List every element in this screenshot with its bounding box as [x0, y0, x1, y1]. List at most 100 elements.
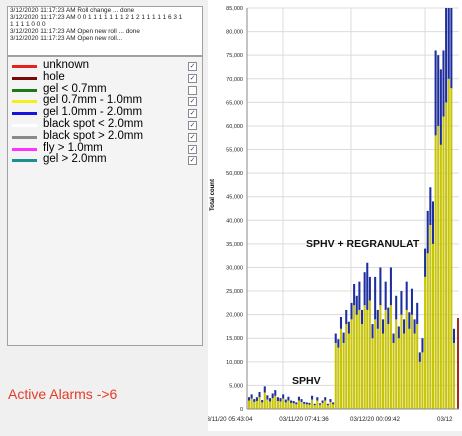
legend-item-checkbox[interactable]: ✓ — [188, 156, 197, 166]
bar-segment-gel-1.0-2.0 — [405, 281, 408, 310]
bar-segment-gel-0.7-1.0 — [261, 402, 264, 409]
bar-segment-gel-0.7-1.0 — [374, 319, 377, 409]
bar-segment-gel-0.7-1.0 — [324, 400, 327, 409]
bar-segment-gel-0.7-1.0 — [337, 347, 340, 409]
bar-segment-gel-0.7-1.0 — [397, 338, 400, 409]
bar-segment-gel-1.0-2.0 — [287, 396, 290, 401]
bar-segment-gel-1.0-2.0 — [403, 319, 406, 334]
log-line: 1 1 1 1 0 0 0 — [10, 20, 46, 28]
legend-item-checkbox[interactable]: ✓ — [188, 121, 197, 130]
bar-segment-gel-0.7-1.0 — [339, 328, 343, 409]
legend-item-checkbox[interactable]: ✓ — [188, 97, 197, 107]
legend-color-swatch — [12, 147, 37, 151]
legend-item: black spot > 2.0mm ✓ — [8, 129, 202, 143]
legend-color-swatch — [12, 88, 37, 92]
bar-segment-gel-1.0-2.0 — [261, 400, 264, 403]
bar-segment-gel-1.0-2.0 — [284, 399, 287, 403]
bar-segment-gel-0.7-1.0 — [410, 314, 413, 409]
bar-segment-gel-0.7-1.0 — [263, 392, 266, 409]
bar-segment-gel-0.7-1.0 — [392, 342, 395, 409]
y-tick-label: 20,000 — [226, 313, 243, 319]
bar-segment-gel-1.0-2.0 — [418, 352, 421, 362]
bar-segment-gel-1.0-2.0 — [269, 398, 272, 402]
legend-item-label: gel 0.7mm - 1.0mm — [43, 94, 143, 107]
bar-segment-gel-1.0-2.0 — [347, 321, 350, 334]
legend-item-label: gel 1.0mm - 2.0mm — [43, 106, 143, 119]
bar-segment-gel-0.7-1.0 — [408, 328, 411, 409]
bar-segment-gel-0.7-1.0 — [313, 405, 316, 409]
bar-segment-gel-1.0-2.0 — [321, 400, 324, 403]
bar-segment-gel-0.7-1.0 — [271, 398, 274, 409]
bar-segment-gel-0.7-1.0 — [321, 402, 324, 409]
bar-segment-gel-0.7-1.0 — [421, 352, 424, 409]
bar-segment-gel-0.7-1.0 — [345, 324, 348, 409]
y-tick-label: 0 — [240, 407, 243, 413]
bar-segment-gel-0.7-1.0 — [439, 144, 442, 409]
legend-item-label: hole — [43, 70, 65, 83]
bar-segment-gel-1.0-2.0 — [318, 403, 321, 405]
bar-segment-gel-0.7-1.0 — [387, 324, 390, 409]
bar-segment-gel-0.7-1.0 — [311, 399, 314, 409]
legend-item-checkbox[interactable]: ✓ — [188, 144, 197, 154]
bar-segment-gel-0.7-1.0 — [287, 400, 290, 409]
log-line: 3/12/2020 11:17:23 AM Roll change ... do… — [10, 7, 135, 14]
bar-segment-gel-1.0-2.0 — [313, 403, 316, 406]
bar-segment-gel-1.0-2.0 — [437, 55, 440, 126]
bar-segment-gel-1.0-2.0 — [413, 319, 416, 334]
bar-segment-gel-0.7-1.0 — [305, 404, 308, 409]
defect-legend: unknown ✓ hole ✓ gel < 0.7mm gel 0.7mm - 1.0m… — [7, 56, 203, 346]
bar-segment-gel-0.7-1.0 — [400, 314, 403, 409]
bar-segment-gel-0.7-1.0 — [395, 319, 398, 409]
bar-segment-gel-1.0-2.0 — [255, 397, 258, 401]
bar-segment-gel-1.0-2.0 — [400, 291, 403, 315]
bar-segment-gel-1.0-2.0 — [266, 395, 269, 400]
legend-item-checkbox[interactable]: ✓ — [188, 62, 197, 71]
bar-segment-gel-1.0-2.0 — [389, 267, 392, 306]
bar-segment-gel-0.7-1.0 — [418, 361, 421, 409]
bar-segment-gel-0.7-1.0 — [426, 253, 429, 409]
bar-segment-gel-0.7-1.0 — [347, 333, 350, 409]
bar-segment-gel-0.7-1.0 — [332, 404, 335, 409]
legend-color-swatch — [12, 112, 37, 116]
bar-segment-gel-0.7-1.0 — [300, 401, 303, 409]
bar-segment-gel-1.0-2.0 — [450, 8, 453, 89]
bar-segment-gel-1.0-2.0 — [371, 324, 374, 339]
bar-segment-gel-0.7-1.0 — [450, 88, 453, 409]
bar-segment-gel-0.7-1.0 — [350, 319, 353, 409]
legend-item-label: black spot > 2.0mm — [43, 129, 144, 142]
bar-segment-gel-1.0-2.0 — [366, 262, 369, 310]
bar-segment-gel-1.0-2.0 — [429, 187, 432, 226]
event-log: 3/12/2020 11:17:23 AM Roll change ... do… — [7, 6, 203, 56]
bar-segment-gel-1.0-2.0 — [350, 302, 353, 320]
bar-segment-gel-1.0-2.0 — [303, 401, 306, 404]
bar-segment-gel-0.7-1.0 — [255, 400, 258, 409]
legend-item-checkbox[interactable]: ✓ — [188, 132, 197, 142]
legend-item-label: fly > 1.0mm — [43, 141, 103, 154]
bar-segment-gel-0.7-1.0 — [355, 314, 358, 409]
x-tick-label: 03/11/20 07:41:36 — [279, 416, 329, 423]
bar-segment-gel-1.0-2.0 — [250, 394, 253, 399]
legend-item-checkbox[interactable] — [188, 85, 197, 95]
legend-item-checkbox[interactable]: ✓ — [188, 73, 197, 83]
legend-item-checkbox[interactable]: ✓ — [188, 109, 197, 119]
bar-segment-gel-1.0-2.0 — [424, 248, 427, 277]
bar-segment-gel-0.7-1.0 — [366, 309, 369, 409]
bar-segment-gel-0.7-1.0 — [269, 401, 272, 409]
bar-segment-gel-0.7-1.0 — [413, 333, 416, 409]
bar-segment-gel-1.0-2.0 — [305, 402, 308, 405]
bar-segment-gel-0.7-1.0 — [358, 309, 361, 409]
bar-segment-gel-1.0-2.0 — [332, 402, 335, 405]
legend-color-swatch — [12, 159, 37, 163]
bar-segment-gel-1.0-2.0 — [339, 317, 343, 329]
bar-segment-gel-0.7-1.0 — [297, 400, 300, 409]
bar-segment-gel-0.7-1.0 — [274, 395, 277, 409]
bar-segment-gel-1.0-2.0 — [295, 402, 298, 405]
defect-count-chart: 0 5,000 10,000 15,000 20,000 25,000 30,000 35,0… — [203, 0, 459, 423]
x-tick-label: 03/12 — [437, 416, 453, 423]
active-alarms-label[interactable]: Active Alarms ->6 — [8, 386, 118, 402]
bar-segment-gel-0.7-1.0 — [405, 309, 408, 409]
bar-segment-gel-1.0-2.0 — [247, 397, 251, 401]
bar-segment-gel-0.7-1.0 — [363, 305, 366, 409]
y-tick-label: 45,000 — [226, 195, 243, 201]
defect-chart-panel: 0 5,000 10,000 15,000 20,000 25,000 30,000 35,0… — [203, 0, 462, 431]
